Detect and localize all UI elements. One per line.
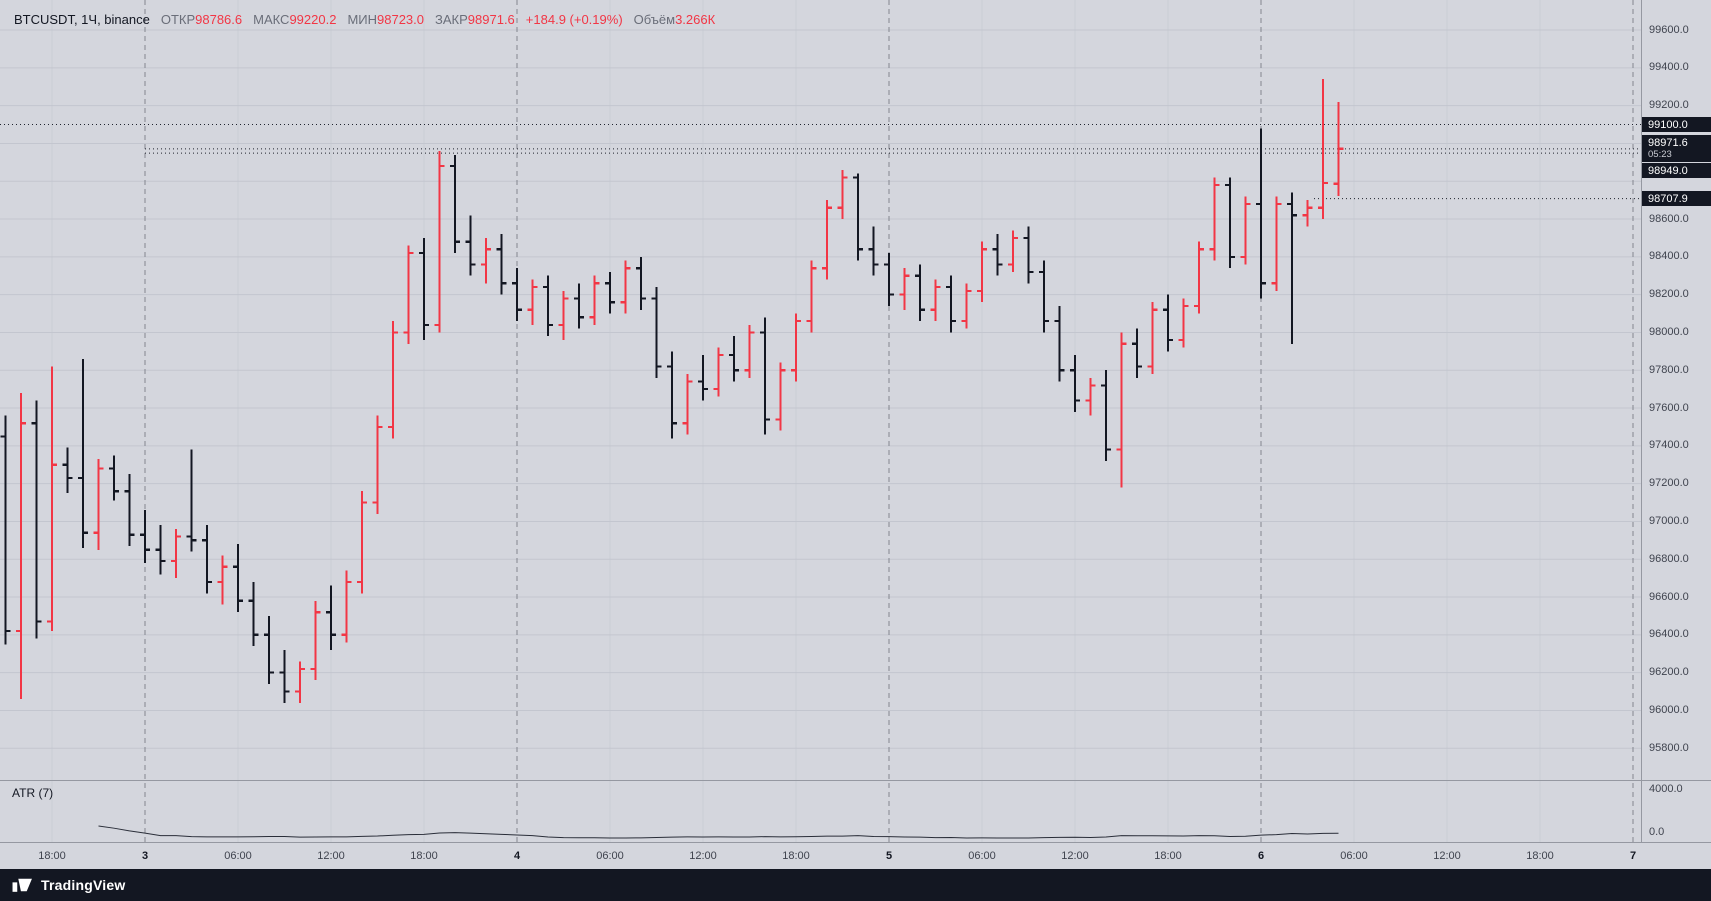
current-price-badge: 98971.6 05:23 (1642, 135, 1711, 163)
open-label: ОТКР (160, 12, 196, 27)
change-value: +184.9 (+0.19%) (525, 12, 623, 27)
time-tick-label: 4 (513, 850, 521, 862)
indicator-scale-min: 0.0 (1649, 826, 1665, 838)
time-tick-label: 12:00 (317, 850, 345, 862)
low-label: МИН (347, 12, 378, 27)
price-level-badge: 99100.0 (1642, 117, 1711, 133)
price-tick-label: 96800.0 (1649, 552, 1689, 565)
close-field: ЗАКР98971.6 (435, 12, 515, 27)
pane-separator[interactable] (0, 780, 1711, 781)
time-tick-label: 06:00 (968, 850, 996, 862)
close-label: ЗАКР (435, 12, 468, 27)
time-tick-label: 12:00 (689, 850, 717, 862)
volume-value: 3.266К (675, 12, 716, 27)
price-tick-label: 97200.0 (1649, 477, 1689, 490)
time-tick-label: 18:00 (1526, 850, 1554, 862)
price-tick-label: 99400.0 (1649, 61, 1689, 74)
open-field: ОТКР98786.6 (161, 12, 242, 27)
time-tick-label: 7 (1629, 850, 1637, 862)
time-tick-label: 18:00 (410, 850, 438, 862)
price-tick-label: 96600.0 (1649, 590, 1689, 603)
price-tick-label: 97800.0 (1649, 363, 1689, 376)
time-tick-label: 12:00 (1061, 850, 1089, 862)
price-level-badge: 98707.9 (1642, 191, 1711, 207)
atr-line (98, 825, 1339, 839)
time-tick-label: 06:00 (596, 850, 624, 862)
time-tick-label: 18:00 (38, 850, 66, 862)
time-tick-label: 18:00 (1154, 850, 1182, 862)
time-tick-label: 06:00 (1340, 850, 1368, 862)
time-tick-label: 6 (1257, 850, 1265, 862)
time-tick-label: 12:00 (1433, 850, 1461, 862)
price-tick-label: 98200.0 (1649, 288, 1689, 301)
time-tick-label: 18:00 (782, 850, 810, 862)
open-value: 98786.6 (195, 12, 243, 27)
time-tick-label: 06:00 (224, 850, 252, 862)
price-tick-label: 96200.0 (1649, 666, 1689, 679)
price-level-badge: 98949.0 (1642, 163, 1711, 179)
high-label: МАКС (253, 12, 290, 27)
volume-field: Объём3.266К (634, 12, 716, 27)
footer-bar: TradingView (0, 869, 1711, 901)
session-break-lines (144, 0, 1634, 842)
time-tick-label: 3 (141, 850, 149, 862)
price-tick-label: 96000.0 (1649, 703, 1689, 716)
symbol-title[interactable]: BTCUSDT, 1Ч, binance (14, 12, 150, 27)
ohlc-chart-plot[interactable] (0, 0, 1641, 842)
price-tick-label: 98600.0 (1649, 212, 1689, 225)
indicator-legend[interactable]: ATR (7) (12, 786, 54, 800)
low-field: МИН98723.0 (347, 12, 424, 27)
price-tick-label: 95800.0 (1649, 741, 1689, 754)
volume-label: Объём (633, 12, 676, 27)
low-value: 98723.0 (377, 12, 425, 27)
price-tick-label: 96400.0 (1649, 628, 1689, 641)
price-tick-label: 98400.0 (1649, 250, 1689, 263)
price-tick-label: 97000.0 (1649, 514, 1689, 527)
time-scale[interactable]: 18:00 3 06:00 12:00 18:00 4 06:00 12:00 18:00 5 06… (0, 842, 1711, 869)
h-gridlines (0, 29, 1641, 749)
brand-text[interactable]: TradingView (41, 877, 126, 893)
high-field: МАКС99220.2 (253, 12, 336, 27)
price-tick-label: 98000.0 (1649, 325, 1689, 338)
price-tick-label: 99600.0 (1649, 23, 1689, 36)
level-lines (0, 124, 1641, 200)
time-tick-label: 5 (885, 850, 893, 862)
ohlc-bars (0, 79, 1344, 703)
v-gridlines (51, 0, 1541, 842)
close-value: 98971.6 (467, 12, 515, 27)
price-tick-label: 97600.0 (1649, 401, 1689, 414)
price-scale[interactable]: 99600.0 99400.0 99200.0 98600.0 98400.0 98200… (1641, 0, 1711, 842)
price-tick-label: 99200.0 (1649, 99, 1689, 112)
tradingview-logo-icon[interactable] (12, 877, 33, 893)
high-value: 99220.2 (289, 12, 337, 27)
price-tick-label: 97400.0 (1649, 439, 1689, 452)
indicator-scale-max: 4000.0 (1649, 783, 1683, 795)
chart-legend[interactable]: BTCUSDT, 1Ч, binance ОТКР98786.6 МАКС992… (14, 12, 715, 27)
